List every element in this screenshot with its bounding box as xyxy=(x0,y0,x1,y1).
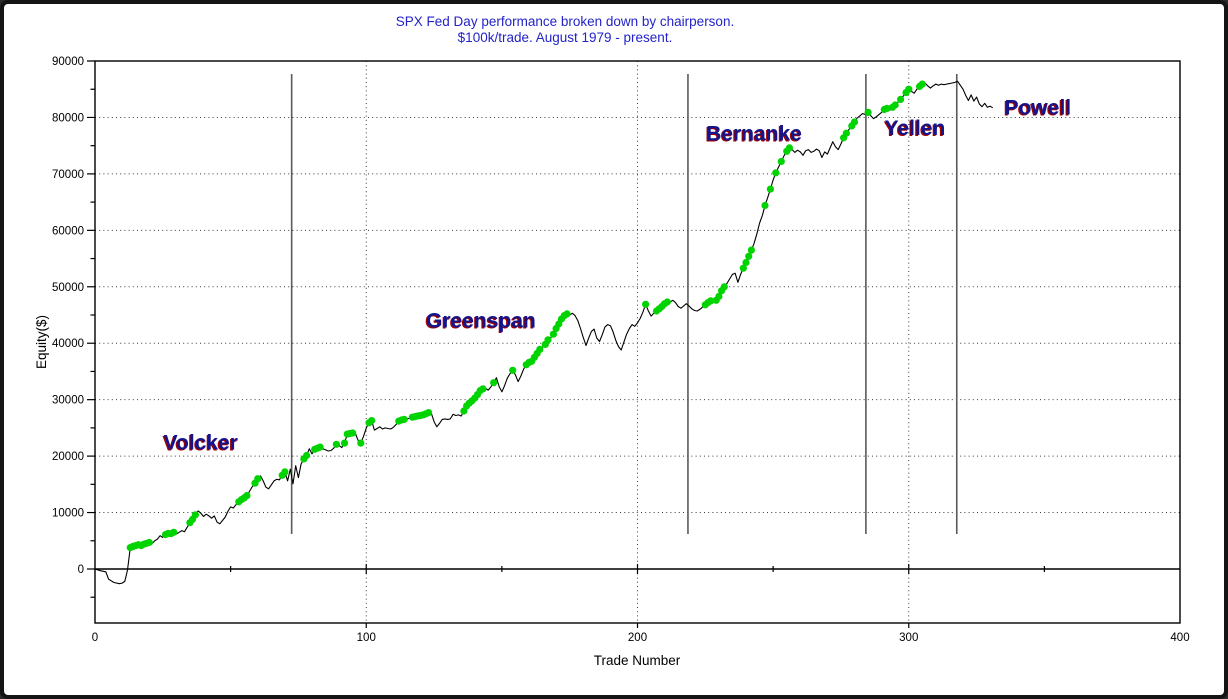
y-tick-label: 80000 xyxy=(52,112,84,124)
win-trade-marker xyxy=(254,475,262,483)
y-tick-label: 70000 xyxy=(52,169,84,181)
win-trade-marker xyxy=(715,292,723,300)
chair-label-shadow: Volcker xyxy=(162,433,236,456)
win-trade-marker xyxy=(642,300,650,308)
chair-label: Volcker xyxy=(164,432,238,455)
y-tick-label: 20000 xyxy=(52,451,84,463)
chair-label: Greenspan xyxy=(426,310,536,333)
win-trade-marker xyxy=(549,330,558,338)
chart-title: SPX Fed Day performance broken down by c… xyxy=(395,14,735,29)
win-trade-marker xyxy=(785,144,794,152)
win-trade-marker xyxy=(745,252,753,260)
y-tick-label: 30000 xyxy=(52,395,84,407)
win-trade-marker xyxy=(739,264,747,272)
chair-label: Bernanke xyxy=(706,122,802,145)
win-trade-marker xyxy=(850,118,859,126)
y-tick-label: 90000 xyxy=(52,56,84,68)
win-trade-marker xyxy=(509,366,517,374)
y-tick-label: 0 xyxy=(78,564,84,576)
win-trade-marker xyxy=(544,336,552,344)
win-trade-marker xyxy=(772,169,780,177)
win-trade-marker xyxy=(400,415,408,423)
win-trade-marker xyxy=(766,185,775,193)
win-trade-marker xyxy=(742,258,750,267)
win-trade-marker xyxy=(897,95,905,103)
win-trade-marker xyxy=(368,417,376,425)
chart-subtitle: $100k/trade. August 1979 - present. xyxy=(457,30,673,45)
win-trade-marker xyxy=(281,468,289,476)
x-tick-label: 0 xyxy=(92,632,98,644)
win-trade-marker xyxy=(864,108,872,116)
win-trade-marker xyxy=(720,283,728,291)
y-tick-label: 40000 xyxy=(52,338,84,350)
chair-label-shadow: Greenspan xyxy=(425,311,535,334)
x-tick-label: 400 xyxy=(1170,632,1189,644)
x-axis-title: Trade Number xyxy=(593,653,681,668)
win-trade-marker xyxy=(145,538,153,547)
win-trade-marker xyxy=(303,451,311,460)
win-trade-marker xyxy=(761,201,769,210)
y-tick-label: 10000 xyxy=(52,508,84,520)
win-trade-marker xyxy=(777,157,785,166)
win-trade-marker xyxy=(891,101,899,109)
win-trade-marker xyxy=(563,310,571,318)
x-tick-label: 200 xyxy=(628,632,647,644)
chair-label-shadow: Yellen xyxy=(883,118,944,141)
y-tick-label: 60000 xyxy=(52,225,84,237)
win-trade-marker xyxy=(842,129,851,137)
x-tick-label: 100 xyxy=(357,632,376,644)
equity-curve-chart: 0 10000 20000 30000 40000 50000 60000 70000 8000… xyxy=(52,56,1190,644)
y-tick-label: 50000 xyxy=(52,282,84,294)
win-trade-marker xyxy=(536,345,544,353)
win-trade-marker xyxy=(425,409,433,417)
win-trade-marker xyxy=(479,385,487,393)
win-trade-marker xyxy=(332,440,340,448)
win-trade-marker xyxy=(905,85,913,93)
equity-curve xyxy=(94,80,994,585)
win-trade-marker xyxy=(243,492,251,500)
win-trade-marker xyxy=(707,297,715,305)
chair-label: Yellen xyxy=(885,117,946,140)
win-trade-marker xyxy=(490,379,498,387)
win-trade-marker xyxy=(747,246,756,254)
win-trade-marker xyxy=(349,429,357,437)
chair-label-shadow: Bernanke xyxy=(705,123,801,146)
win-trade-marker xyxy=(357,439,365,447)
win-trade-marker xyxy=(918,80,926,88)
chair-label-shadow: Powell xyxy=(1003,97,1070,120)
x-tick-label: 300 xyxy=(899,632,918,644)
win-trade-marker xyxy=(883,104,891,112)
chair-label: Powell xyxy=(1005,96,1072,119)
win-trade-marker xyxy=(663,298,671,306)
win-trade-marker xyxy=(191,511,199,519)
win-trade-marker xyxy=(340,439,349,447)
y-axis-title: Equity($) xyxy=(34,314,49,370)
win-trade-marker xyxy=(316,443,324,451)
win-trade-marker xyxy=(170,528,178,536)
